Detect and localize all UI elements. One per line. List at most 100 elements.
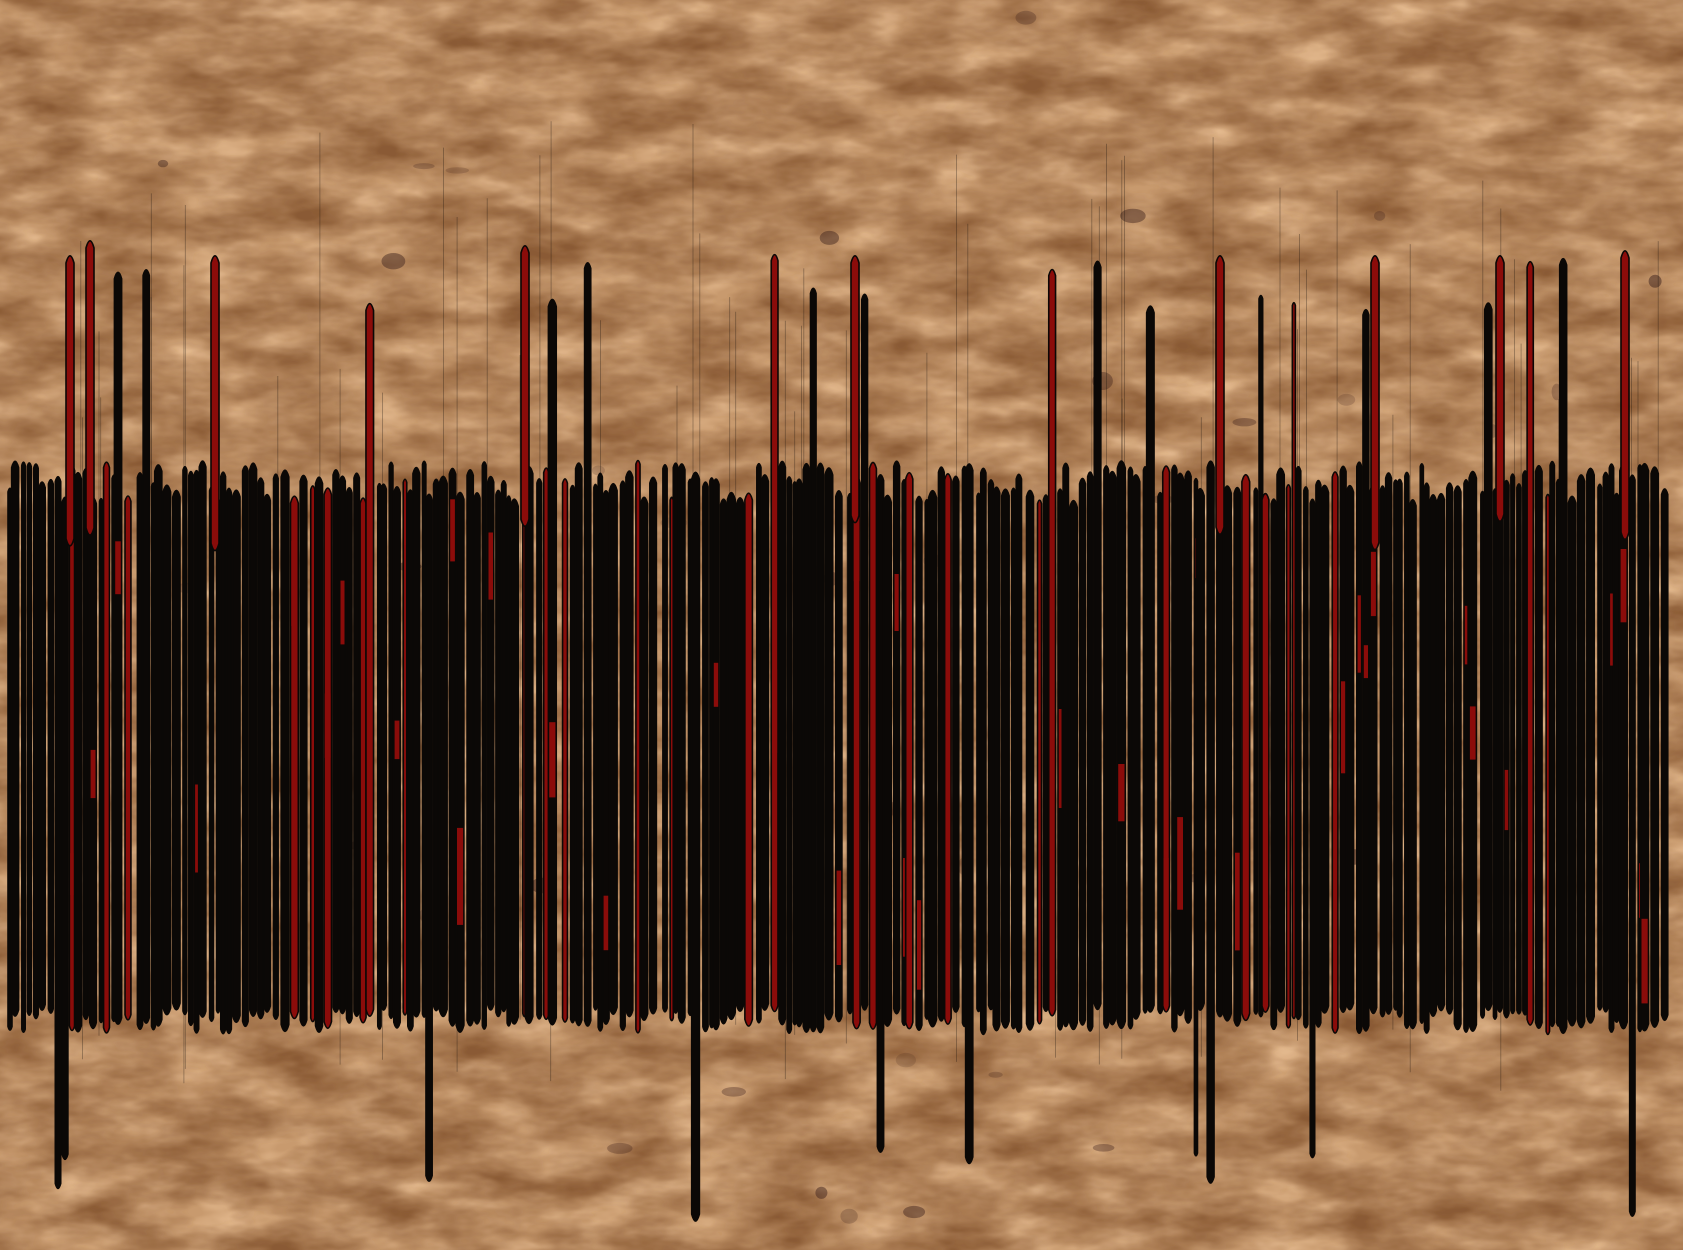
texture-speckle [1374, 211, 1386, 221]
ink-accent [1363, 645, 1368, 679]
ink-stroke [1480, 490, 1486, 1019]
ink-stroke [1315, 479, 1322, 1028]
ink-accent [772, 669, 778, 753]
ink-stroke [21, 461, 27, 1033]
ink-accent [340, 580, 345, 645]
ink-stroke [619, 480, 626, 1031]
ink-accent [1464, 605, 1468, 665]
ink-stroke [272, 473, 279, 1021]
ink-stroke [593, 483, 598, 1011]
ink-stroke [1175, 472, 1185, 1017]
ink-stroke [85, 240, 95, 536]
ink-stroke [412, 466, 421, 1018]
texture-speckle [721, 1087, 746, 1097]
ink-stroke [1549, 460, 1556, 1028]
ink-stroke [171, 489, 181, 1011]
ink-stroke [1157, 491, 1164, 1015]
ink-stroke [1145, 305, 1155, 1013]
texture-speckle [157, 159, 169, 168]
ink-stroke [547, 298, 558, 1026]
ink-accent [1639, 863, 1641, 918]
ink-stroke [1612, 492, 1621, 1023]
texture-speckle [1092, 1144, 1115, 1152]
ink-stroke [979, 467, 987, 1036]
ink-stroke [1015, 473, 1023, 1033]
ink-stroke [407, 489, 414, 1032]
ink-stroke [402, 478, 408, 1016]
ink-stroke [690, 471, 701, 1222]
ink-stroke [786, 476, 793, 1035]
ink-stroke [1345, 484, 1355, 1011]
ink-stroke [756, 462, 762, 1024]
ink-stroke [735, 496, 745, 1013]
ink-accent [90, 749, 96, 799]
ink-stroke [1496, 479, 1504, 1013]
ink-stroke [1103, 465, 1110, 1029]
ink-stroke [1483, 302, 1493, 1012]
ink-stroke [1619, 463, 1628, 1030]
ink-stroke [500, 480, 507, 1013]
ink-stroke [10, 460, 20, 1017]
ink-stroke [47, 478, 55, 1014]
ink-stroke [860, 293, 869, 1011]
ink-stroke [892, 460, 901, 1015]
ink-stroke [850, 255, 860, 524]
ink-stroke [1660, 488, 1669, 1022]
ink-stroke [153, 464, 163, 1027]
ink-stroke [904, 471, 914, 1030]
ink-accent [1341, 681, 1346, 774]
ink-stroke [597, 472, 604, 1032]
ink-stroke [1620, 250, 1630, 541]
ink-stroke [712, 478, 720, 1031]
texture-speckle [819, 230, 840, 245]
ink-stroke [353, 472, 361, 1018]
ink-stroke [82, 467, 90, 1021]
ink-stroke [1379, 485, 1386, 1018]
texture-speckle [903, 1205, 926, 1219]
ink-stroke [388, 461, 394, 1020]
ink-stroke [73, 471, 83, 1033]
ink-accent [1641, 918, 1648, 1004]
ink-stroke [824, 467, 834, 1021]
ink-stroke [1526, 260, 1535, 1026]
ink-stroke [481, 461, 487, 1030]
ink-accent [115, 541, 121, 595]
ink-stroke [625, 470, 634, 1018]
ink-stroke [432, 478, 440, 1012]
ink-accent [836, 870, 842, 965]
ink-accent [404, 509, 406, 546]
ink-stroke [927, 489, 938, 1028]
ink-stroke [1107, 470, 1117, 1026]
ink-stroke [314, 476, 324, 1033]
ink-stroke [26, 462, 33, 1017]
ink-stroke [649, 476, 658, 1015]
ink-stroke [1206, 460, 1215, 1184]
ink-accent [1504, 769, 1509, 831]
ink-accent [488, 532, 493, 600]
texture-speckle [381, 253, 406, 270]
ink-stroke [1078, 477, 1087, 1026]
ink-stroke [520, 245, 530, 528]
ink-stroke [113, 271, 123, 1026]
ink-stroke [719, 498, 728, 1025]
ink-accent [1118, 764, 1125, 822]
ink-stroke [992, 486, 1001, 1032]
ink-stroke [1222, 485, 1233, 1022]
ink-stroke [506, 495, 512, 1027]
ink-stroke [1291, 301, 1297, 1020]
ink-stroke [455, 491, 465, 1034]
ink-stroke [193, 469, 200, 1034]
ink-stroke [1639, 462, 1650, 1032]
ink-stroke [1516, 483, 1522, 1015]
ink-stroke [98, 497, 104, 1024]
ink-stroke [1602, 471, 1609, 1013]
ink-accent [603, 895, 609, 951]
ink-stroke [1429, 493, 1438, 1018]
ink-stroke [868, 461, 878, 1030]
ink-stroke [182, 465, 188, 1016]
ink-accent [853, 496, 860, 582]
ink-accent [1058, 709, 1062, 808]
ink-stroke [509, 498, 520, 1025]
ink-stroke [61, 496, 69, 1161]
